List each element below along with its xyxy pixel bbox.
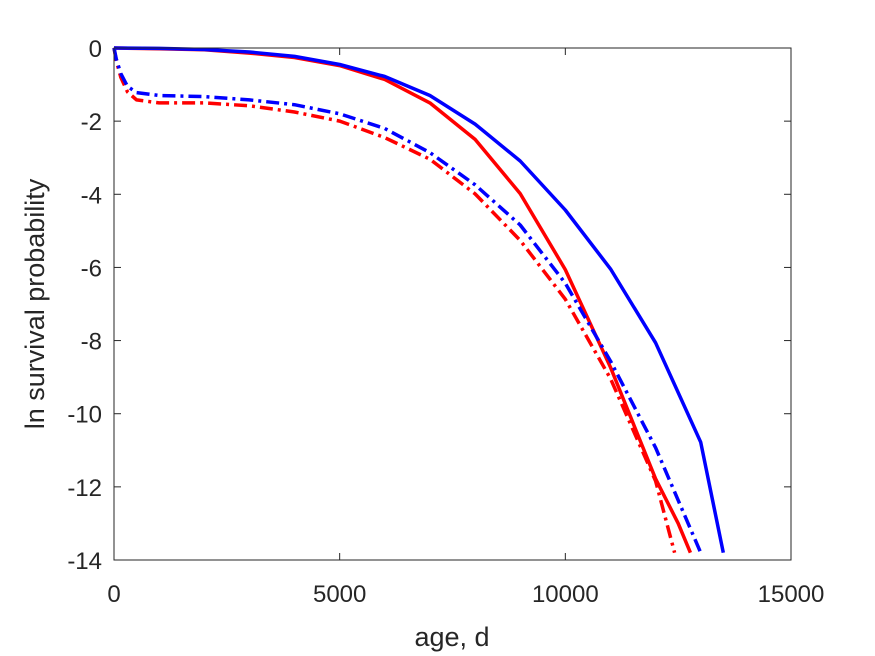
series-line-4 bbox=[112, 47, 703, 554]
y-tick-label: -14 bbox=[67, 548, 102, 575]
x-tick-label: 15000 bbox=[758, 581, 825, 608]
y-tick-label: -4 bbox=[81, 182, 102, 209]
x-tick-label: 5000 bbox=[313, 581, 366, 608]
y-tick-label: -2 bbox=[81, 109, 102, 136]
y-tick-label: 0 bbox=[89, 36, 102, 63]
x-axis-label: age, d bbox=[414, 622, 489, 652]
y-tick-label: -8 bbox=[81, 329, 102, 356]
y-tick-label: -10 bbox=[67, 402, 102, 429]
plot-lines bbox=[112, 46, 726, 554]
series-line-1 bbox=[113, 46, 693, 554]
y-axis-label: ln survival probability bbox=[20, 178, 50, 429]
series-line-2 bbox=[113, 46, 726, 554]
axis-tick-labels: 0 5000 10000 15000 0 -2 -4 -6 -8 -10 -12 -14 bbox=[67, 36, 824, 608]
axis-ticks bbox=[113, 47, 792, 561]
y-tick-label: -6 bbox=[81, 255, 102, 282]
x-tick-label: 0 bbox=[107, 581, 120, 608]
y-tick-label: -12 bbox=[67, 475, 102, 502]
x-tick-label: 10000 bbox=[532, 581, 599, 608]
series-line-3 bbox=[112, 47, 677, 554]
plot-frame bbox=[113, 47, 792, 561]
